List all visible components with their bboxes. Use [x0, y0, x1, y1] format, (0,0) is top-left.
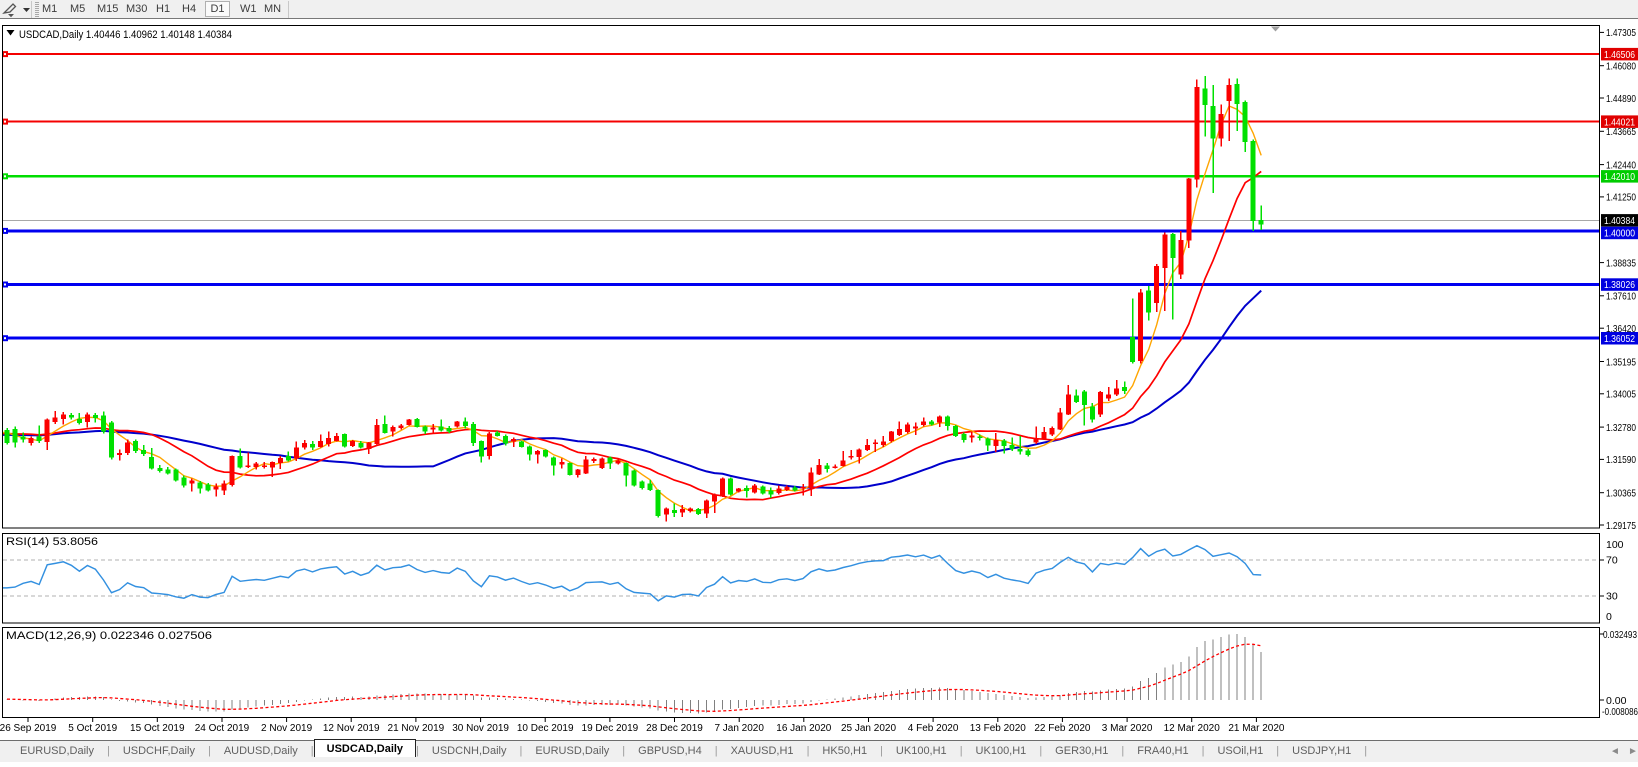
svg-text:1.35195: 1.35195 — [1606, 356, 1636, 368]
svg-text:26 Sep 2019: 26 Sep 2019 — [0, 723, 57, 734]
svg-text:10 Dec 2019: 10 Dec 2019 — [517, 723, 574, 734]
svg-text:1.44021: 1.44021 — [1604, 116, 1635, 128]
svg-text:24 Oct 2019: 24 Oct 2019 — [195, 723, 250, 734]
svg-text:1.31590: 1.31590 — [1606, 454, 1636, 466]
svg-text:13 Feb 2020: 13 Feb 2020 — [970, 723, 1027, 734]
svg-text:21 Mar 2020: 21 Mar 2020 — [1228, 723, 1285, 734]
svg-text:4 Feb 2020: 4 Feb 2020 — [908, 723, 959, 734]
svg-text:19 Dec 2019: 19 Dec 2019 — [582, 723, 639, 734]
svg-text:3 Mar 2020: 3 Mar 2020 — [1102, 723, 1153, 734]
svg-text:0.00: 0.00 — [1606, 695, 1627, 707]
svg-text:1.38835: 1.38835 — [1606, 257, 1636, 269]
svg-text:1.47305: 1.47305 — [1606, 27, 1636, 39]
svg-text:1.40000: 1.40000 — [1604, 228, 1635, 240]
svg-text:0: 0 — [1606, 611, 1612, 623]
svg-text:1.42010: 1.42010 — [1604, 171, 1635, 183]
svg-text:1.34005: 1.34005 — [1606, 389, 1636, 401]
svg-text:16 Jan 2020: 16 Jan 2020 — [776, 723, 831, 734]
svg-text:1.43665: 1.43665 — [1606, 126, 1636, 138]
svg-text:USDCAD,Daily 1.40446 1.40962: USDCAD,Daily 1.40446 1.40962 1.40148 1.4… — [19, 29, 232, 41]
svg-text:RSI(14) 53.8056: RSI(14) 53.8056 — [6, 536, 98, 548]
svg-text:1.36052: 1.36052 — [1604, 333, 1635, 345]
svg-text:1.38026: 1.38026 — [1604, 279, 1635, 291]
svg-text:5 Oct 2019: 5 Oct 2019 — [68, 723, 117, 734]
svg-text:-0.008086: -0.008086 — [1602, 706, 1638, 718]
svg-text:1.40384: 1.40384 — [1604, 215, 1635, 227]
svg-text:1.37610: 1.37610 — [1606, 291, 1636, 303]
svg-text:1.46506: 1.46506 — [1604, 49, 1635, 61]
svg-text:7 Jan 2020: 7 Jan 2020 — [714, 723, 764, 734]
svg-text:1.29175: 1.29175 — [1606, 520, 1636, 532]
svg-text:70: 70 — [1606, 555, 1618, 567]
svg-text:12 Mar 2020: 12 Mar 2020 — [1164, 723, 1221, 734]
svg-text:1.46080: 1.46080 — [1606, 61, 1636, 73]
svg-text:15 Oct 2019: 15 Oct 2019 — [130, 723, 185, 734]
svg-text:30 Nov 2019: 30 Nov 2019 — [452, 723, 509, 734]
svg-text:100: 100 — [1606, 539, 1624, 551]
svg-text:2 Nov 2019: 2 Nov 2019 — [261, 723, 313, 734]
svg-text:1.41250: 1.41250 — [1606, 192, 1636, 204]
svg-text:MACD(12,26,9) 0.022346 0.02750: MACD(12,26,9) 0.022346 0.027506 — [6, 630, 212, 642]
svg-text:12 Nov 2019: 12 Nov 2019 — [323, 723, 380, 734]
svg-text:1.42440: 1.42440 — [1606, 159, 1636, 171]
svg-text:1.30365: 1.30365 — [1606, 488, 1636, 500]
svg-text:0.032493: 0.032493 — [1603, 629, 1637, 641]
svg-text:1.32780: 1.32780 — [1606, 422, 1636, 434]
svg-text:22 Feb 2020: 22 Feb 2020 — [1034, 723, 1091, 734]
svg-text:1.44890: 1.44890 — [1606, 93, 1636, 105]
svg-text:25 Jan 2020: 25 Jan 2020 — [841, 723, 896, 734]
svg-text:30: 30 — [1606, 591, 1618, 603]
svg-text:28 Dec 2019: 28 Dec 2019 — [646, 723, 703, 734]
svg-text:21 Nov 2019: 21 Nov 2019 — [388, 723, 445, 734]
